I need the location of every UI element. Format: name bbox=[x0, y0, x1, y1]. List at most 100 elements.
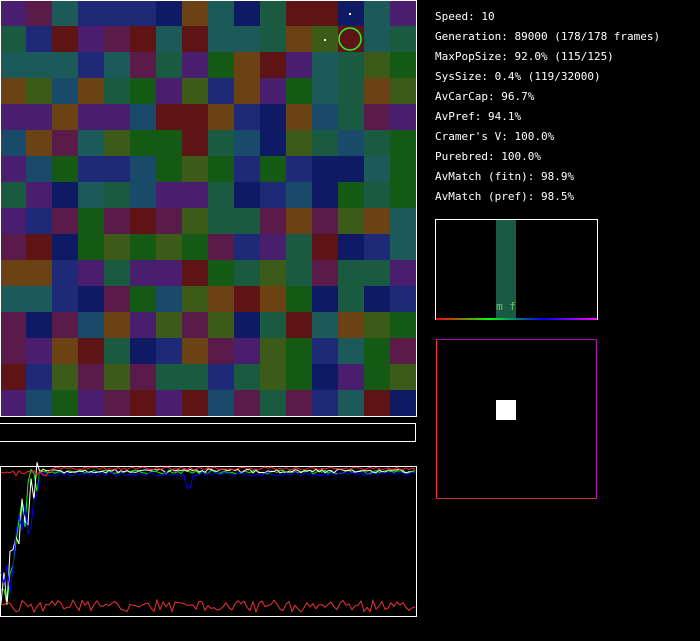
tile bbox=[312, 260, 338, 286]
tile bbox=[52, 52, 78, 78]
tile bbox=[364, 156, 390, 182]
tile bbox=[182, 234, 208, 260]
tile bbox=[26, 338, 52, 364]
tile bbox=[0, 234, 26, 260]
tile bbox=[390, 286, 416, 312]
tile bbox=[130, 104, 156, 130]
tile bbox=[260, 234, 286, 260]
tile bbox=[26, 312, 52, 338]
tile bbox=[104, 312, 130, 338]
tile bbox=[78, 26, 104, 52]
tile bbox=[234, 0, 260, 26]
tile bbox=[208, 182, 234, 208]
tile bbox=[260, 338, 286, 364]
tile bbox=[78, 182, 104, 208]
histogram-axis bbox=[436, 318, 597, 320]
stat-line: AvMatch (pref): 98.5% bbox=[435, 190, 574, 203]
tile bbox=[312, 78, 338, 104]
tile bbox=[130, 260, 156, 286]
tile bbox=[182, 286, 208, 312]
tile bbox=[78, 234, 104, 260]
agent-dot bbox=[324, 39, 326, 41]
tile bbox=[260, 78, 286, 104]
tile bbox=[130, 130, 156, 156]
tile bbox=[104, 130, 130, 156]
tile bbox=[182, 156, 208, 182]
tile bbox=[182, 104, 208, 130]
tile bbox=[234, 130, 260, 156]
tile bbox=[182, 52, 208, 78]
tile bbox=[208, 0, 234, 26]
tile bbox=[52, 312, 78, 338]
tile bbox=[104, 338, 130, 364]
tile bbox=[52, 364, 78, 390]
tile bbox=[182, 130, 208, 156]
tile bbox=[182, 312, 208, 338]
tile bbox=[364, 312, 390, 338]
tile bbox=[390, 390, 416, 416]
tile bbox=[260, 104, 286, 130]
tile bbox=[390, 0, 416, 26]
tile bbox=[260, 260, 286, 286]
tile bbox=[0, 312, 26, 338]
tile bbox=[104, 182, 130, 208]
history-plot bbox=[0, 466, 417, 617]
tile bbox=[0, 182, 26, 208]
tile bbox=[104, 208, 130, 234]
tile bbox=[0, 26, 26, 52]
stat-line: Speed: 10 bbox=[435, 10, 495, 23]
tile bbox=[260, 182, 286, 208]
tile bbox=[130, 182, 156, 208]
stat-line: AvMatch (fitn): 98.9% bbox=[435, 170, 574, 183]
world-grid bbox=[0, 0, 416, 416]
tile bbox=[0, 364, 26, 390]
tile bbox=[104, 78, 130, 104]
tile bbox=[312, 312, 338, 338]
tile bbox=[260, 52, 286, 78]
tile bbox=[364, 338, 390, 364]
stats-panel: Speed: 10 Generation: 89000 (178/178 fram… bbox=[435, 10, 660, 203]
tile bbox=[52, 26, 78, 52]
tile bbox=[234, 312, 260, 338]
tile bbox=[338, 156, 364, 182]
agent-marker bbox=[338, 27, 362, 51]
tile bbox=[26, 182, 52, 208]
tile bbox=[156, 286, 182, 312]
tile bbox=[78, 286, 104, 312]
tile bbox=[312, 0, 338, 26]
tile bbox=[286, 260, 312, 286]
preference-box bbox=[436, 339, 597, 499]
trace bbox=[0, 462, 416, 605]
tile bbox=[52, 182, 78, 208]
tile bbox=[208, 312, 234, 338]
tile bbox=[312, 104, 338, 130]
tile bbox=[338, 390, 364, 416]
tile bbox=[104, 0, 130, 26]
tile bbox=[338, 364, 364, 390]
tile bbox=[104, 26, 130, 52]
tile bbox=[52, 234, 78, 260]
tile bbox=[338, 26, 364, 52]
tile bbox=[156, 104, 182, 130]
tile bbox=[26, 156, 52, 182]
tile bbox=[234, 156, 260, 182]
tile bbox=[286, 338, 312, 364]
tile bbox=[208, 338, 234, 364]
tile bbox=[156, 338, 182, 364]
tile bbox=[234, 390, 260, 416]
tile bbox=[364, 364, 390, 390]
tile bbox=[260, 208, 286, 234]
tile bbox=[182, 364, 208, 390]
tile bbox=[260, 286, 286, 312]
tile bbox=[182, 260, 208, 286]
tile bbox=[104, 364, 130, 390]
tile bbox=[104, 234, 130, 260]
tile bbox=[182, 208, 208, 234]
tile bbox=[286, 130, 312, 156]
tile bbox=[26, 364, 52, 390]
tile bbox=[234, 234, 260, 260]
tile bbox=[130, 78, 156, 104]
agent-dot bbox=[349, 13, 351, 15]
